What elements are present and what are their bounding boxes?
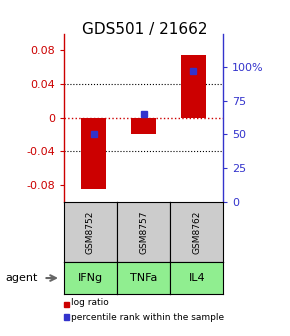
Bar — [64, 302, 69, 307]
Text: GSM8752: GSM8752 — [86, 210, 95, 254]
Text: TNFa: TNFa — [130, 273, 157, 283]
Text: IFNg: IFNg — [78, 273, 103, 283]
Text: percentile rank within the sample: percentile rank within the sample — [71, 313, 224, 322]
Text: agent: agent — [6, 273, 38, 283]
Bar — [131, 118, 156, 134]
Text: GSM8757: GSM8757 — [139, 210, 148, 254]
Text: GDS501 / 21662: GDS501 / 21662 — [82, 22, 208, 37]
Text: GSM8762: GSM8762 — [192, 210, 201, 254]
Bar — [64, 314, 69, 320]
Text: IL4: IL4 — [188, 273, 205, 283]
Text: log ratio: log ratio — [71, 298, 109, 307]
Bar — [81, 118, 106, 189]
Bar — [181, 54, 206, 118]
